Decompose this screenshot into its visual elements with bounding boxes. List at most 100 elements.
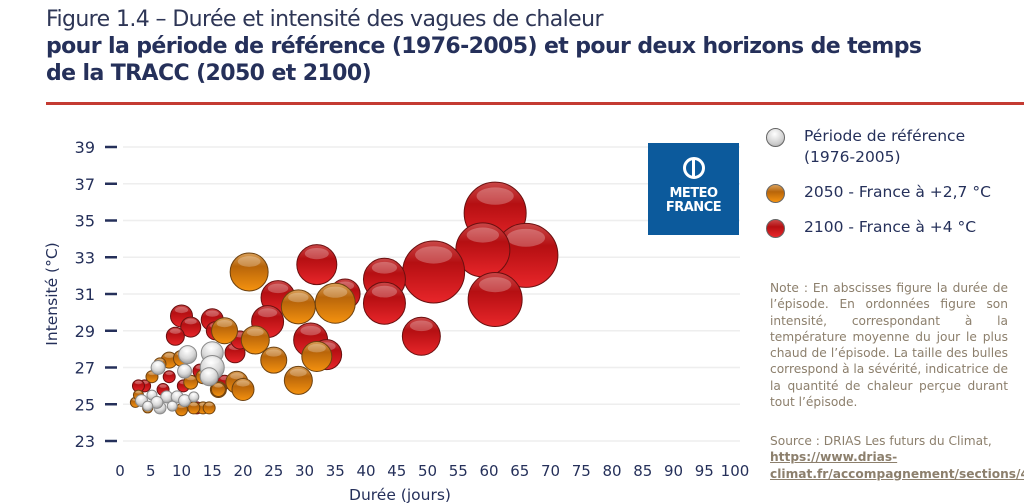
bubble-highlight [466,227,500,243]
x-tick-label: 90 [664,462,683,480]
title-line-1: Figure 1.4 – Durée et intensité des vagu… [46,7,604,32]
bubble-highlight [288,292,309,303]
bubble-reference [142,400,154,412]
bubble-reference [177,363,193,379]
bubble-highlight [205,343,219,350]
x-tick-label: 10 [172,462,191,480]
bubble-highlight [304,248,329,260]
y-tick-label: 29 [75,322,95,341]
bubble-highlight [323,286,348,298]
x-tick-label: 15 [203,462,222,480]
bubble-2050 [211,317,239,345]
red-bubble-icon [766,219,785,238]
y-tick-label: 33 [75,248,95,267]
bubble-highlight [159,384,167,388]
x-tick-label: 45 [387,462,406,480]
bubble-highlight [182,347,194,353]
bubble-2100 [401,316,441,356]
legend-label: Période de référence (1976-2005) [804,127,966,166]
white-bubble-icon [766,128,785,147]
legend-item-2100: 2100 - France à +4 °C [766,217,1004,238]
chart-note: Note : En abscisses figure la durée de l… [770,281,1009,410]
bubble-highlight [169,328,181,334]
x-tick-label: 50 [418,462,437,480]
bubble-highlight [184,318,197,325]
bubble-highlight [169,401,176,405]
bubble-highlight [246,328,264,337]
x-tick-label: 20 [233,462,252,480]
bubble-2050 [240,325,270,355]
bubble-highlight [236,380,250,387]
bubble-highlight [476,187,514,205]
legend-label: 2100 - France à +4 °C [804,218,977,236]
bubble-highlight [153,361,163,366]
x-tick-label: 75 [572,462,591,480]
bubble-2050 [210,382,226,398]
bubble-highlight [300,325,321,336]
bubble-highlight [478,277,512,293]
bubble-2050 [229,252,269,292]
bubble-2100 [362,281,406,325]
bubble-highlight [164,353,174,358]
x-tick-label: 30 [295,462,314,480]
title-divider [46,102,1024,105]
x-tick-label: 95 [695,462,714,480]
bubble-highlight [205,357,220,365]
bubble-highlight [165,371,173,376]
bubble-2050 [301,340,333,372]
y-axis-title: Intensité (°C) [43,242,61,345]
y-tick-label: 35 [75,212,95,231]
meteo-france-logo: METEO FRANCE [648,143,739,235]
x-tick-label: 25 [264,462,283,480]
chart-source: Source : DRIAS Les futurs du Climat, htt… [770,433,1024,482]
legend-label: 2050 - France à +2,7 °C [804,183,991,201]
source-link[interactable]: https://www.drias-climat.fr/accompagneme… [770,450,1024,481]
x-tick-label: 80 [602,462,621,480]
bubble-2100 [165,326,185,346]
bubble-2050 [202,401,216,415]
bubble-highlight [237,256,261,267]
x-tick-label: 40 [356,462,375,480]
bubble-highlight [135,390,142,394]
bubble-highlight [258,308,278,318]
x-tick-label: 70 [541,462,560,480]
bubble-highlight [144,401,151,405]
bubble-reference [178,345,198,365]
bubble-2100 [467,272,523,328]
bubble-highlight [506,228,546,247]
x-tick-label: 35 [326,462,345,480]
bubble-2100 [180,316,202,338]
bubble-highlight [134,380,143,385]
bubble-2100 [162,370,176,384]
bubble-highlight [174,306,189,314]
bubble-reference [166,400,178,412]
y-tick-label: 37 [75,175,95,194]
bubble-highlight [371,285,398,298]
chart-legend: Période de référence (1976-2005) 2050 - … [766,126,1004,252]
x-axis-title: Durée (jours) [349,486,451,504]
bubble-highlight [205,402,213,407]
x-tick-label: 0 [115,462,125,480]
x-tick-label: 85 [633,462,652,480]
y-tick-label: 23 [75,432,95,451]
x-tick-label: 100 [721,462,750,480]
bubble-highlight [415,246,453,264]
meteo-france-emblem-icon [682,157,705,179]
x-tick-label: 55 [449,462,468,480]
legend-item-2050: 2050 - France à +2,7 °C [766,182,1004,203]
bubble-highlight [190,402,198,407]
bubble-highlight [307,344,326,353]
bubble-2050 [231,378,255,402]
bubble-reference [199,367,219,387]
figure-title: Figure 1.4 – Durée et intensité des vagu… [46,6,922,87]
title-line-3: de la TRACC (2050 et 2100) [46,61,372,86]
bubble-2100 [296,244,338,286]
bubble-2050 [314,282,356,324]
bubble-highlight [137,395,146,399]
bubble-highlight [180,395,189,399]
title-line-2: pour la période de référence (1976-2005)… [46,34,922,59]
bubble-highlight [409,320,433,332]
bubble-highlight [190,392,197,396]
x-tick-label: 60 [479,462,498,480]
bubble-highlight [230,373,244,380]
